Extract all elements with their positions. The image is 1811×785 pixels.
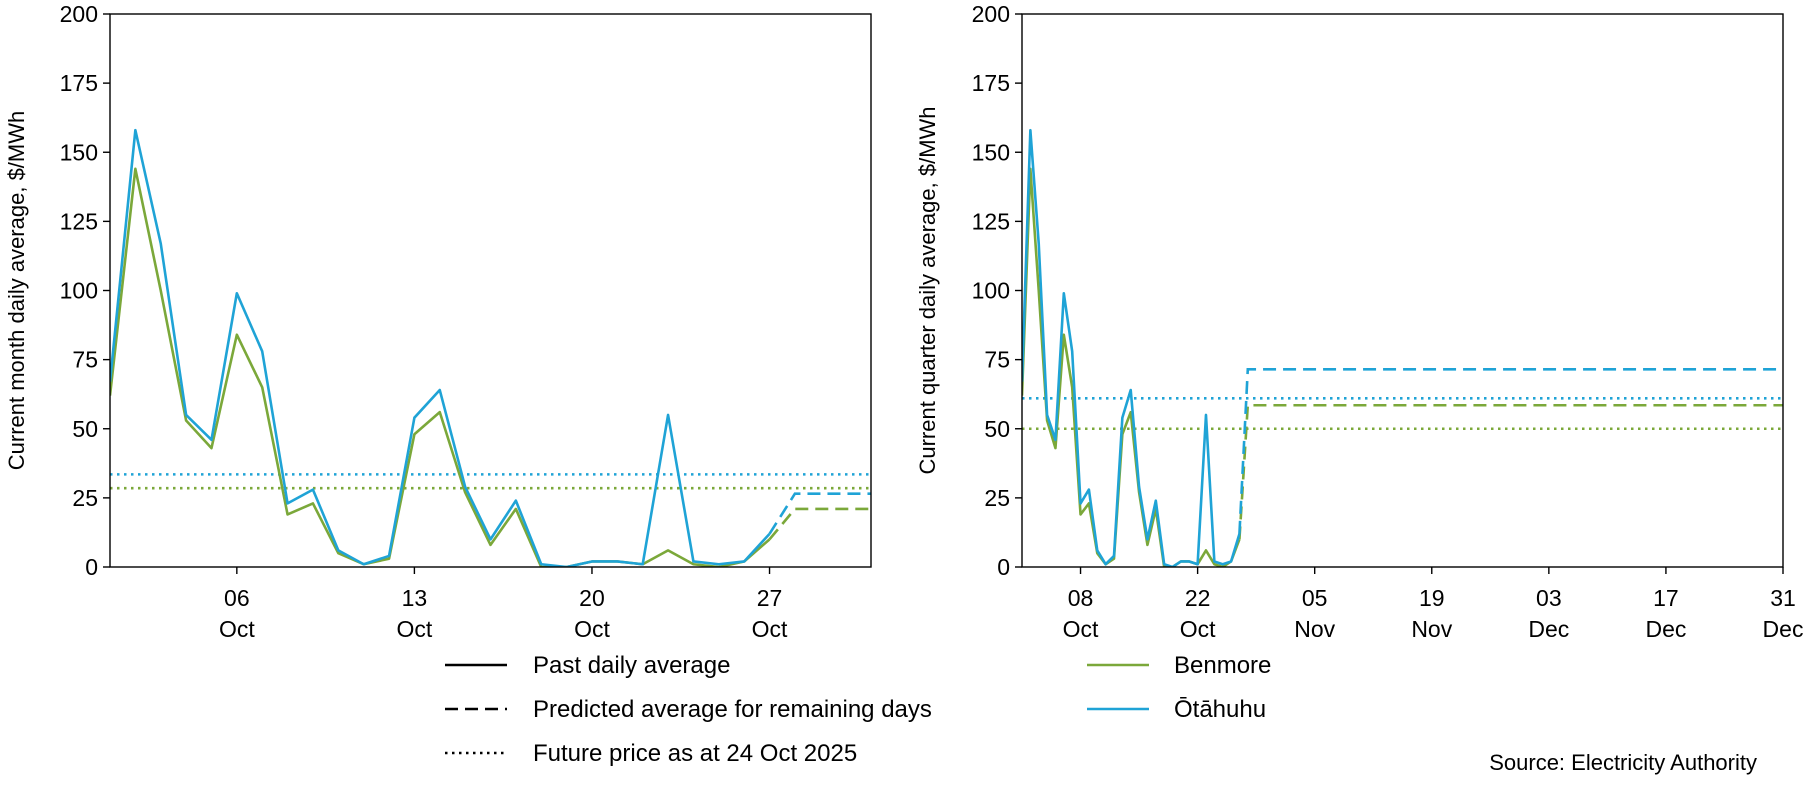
chart-panel-month: 0 25 50 75 100 125 150 175 200 06 Oct 13 Oct 20 Oct 27 O… (4, 1, 872, 642)
x-tick-label-month: Nov (1411, 616, 1452, 642)
y-tick-label: 100 (60, 278, 98, 304)
x-tick-label-month: Nov (1294, 616, 1335, 642)
x-tick-label-month: Dec (1645, 616, 1686, 642)
x-tick-label-month: Oct (752, 616, 788, 642)
x-tick-label-day: 31 (1770, 585, 1796, 611)
x-tick-label-day: 03 (1536, 585, 1562, 611)
x-tick-label-day: 05 (1302, 585, 1328, 611)
predicted-line-otahuhu (768, 492, 871, 535)
y-tick-label: 150 (972, 139, 1010, 165)
legend-style-label: Future price as at 24 Oct 2025 (533, 740, 857, 767)
predicted-line-benmore (768, 507, 871, 541)
legend-style-label: Past daily average (533, 652, 730, 679)
past-line-otahuhu (1022, 128, 1241, 567)
x-tick-label-month: Oct (574, 616, 610, 642)
plot-frame (1021, 13, 1784, 568)
y-tick-label: 75 (72, 347, 98, 373)
y-tick-label: 150 (60, 139, 98, 165)
plot-area (1022, 128, 1783, 567)
y-tick-label: 100 (972, 278, 1010, 304)
x-tick-label-day: 06 (224, 585, 250, 611)
x-tick-label-day: 27 (757, 585, 783, 611)
past-line-otahuhu (110, 128, 771, 567)
legend-series-label: Benmore (1174, 652, 1271, 679)
y-tick-label: 200 (60, 1, 98, 27)
y-axis-label: Current quarter daily average, $/MWh (915, 106, 940, 474)
predicted-line-benmore (1238, 403, 1783, 540)
y-axis-label: Current month daily average, $/MWh (4, 111, 29, 471)
y-tick-label: 175 (60, 70, 98, 96)
x-tick-label-month: Oct (397, 616, 433, 642)
y-tick-label: 50 (72, 416, 98, 442)
x-tick-label-day: 19 (1419, 585, 1445, 611)
x-tick-label-day: 08 (1068, 585, 1094, 611)
past-line-benmore (1022, 167, 1241, 567)
x-tick-label-month: Dec (1763, 616, 1804, 642)
y-tick-label: 200 (972, 1, 1010, 27)
predicted-line-otahuhu (1238, 368, 1783, 534)
y-tick-label: 25 (72, 485, 98, 511)
legend-series-label: Ōtāhuhu (1174, 696, 1266, 723)
y-tick-label: 0 (997, 554, 1010, 580)
past-line-benmore (110, 167, 771, 567)
x-tick-label-month: Oct (219, 616, 255, 642)
x-tick-label-day: 17 (1653, 585, 1679, 611)
plot-frame (109, 13, 872, 568)
chart-panel-quarter: 0 25 50 75 100 125 150 175 200 08 Oct 22 Oct 05 Nov 19 N… (915, 1, 1803, 642)
y-tick-label: 50 (984, 416, 1010, 442)
x-tick-label-month: Oct (1180, 616, 1216, 642)
legend-style-label: Predicted average for remaining days (533, 696, 932, 723)
y-tick-label: 0 (85, 554, 98, 580)
x-tick-label-day: 22 (1185, 585, 1211, 611)
plot-area (110, 128, 871, 567)
y-tick-label: 125 (60, 208, 98, 234)
y-tick-label: 175 (972, 70, 1010, 96)
source-note: Source: Electricity Authority (1489, 750, 1757, 775)
x-tick-label-month: Oct (1063, 616, 1099, 642)
y-tick-label: 125 (972, 208, 1010, 234)
legend: Past daily average Predicted average for … (445, 652, 1271, 767)
x-tick-label-day: 20 (579, 585, 605, 611)
y-tick-label: 25 (984, 485, 1010, 511)
x-tick-label-month: Dec (1528, 616, 1569, 642)
y-tick-label: 75 (984, 347, 1010, 373)
x-tick-label-day: 13 (402, 585, 428, 611)
